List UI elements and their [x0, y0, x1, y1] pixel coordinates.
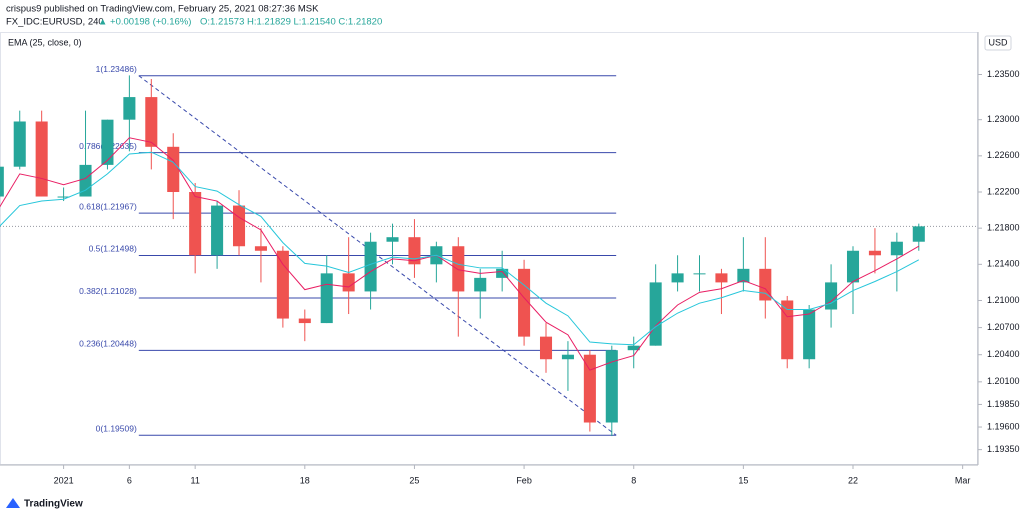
- y-tick-label: 1.19600: [987, 421, 1020, 431]
- x-tick-label: 11: [190, 475, 199, 485]
- y-tick-label: 1.22200: [987, 186, 1020, 196]
- candle-body: [342, 273, 355, 292]
- fib-label: 0.382(1.21028): [79, 286, 137, 296]
- currency: USD: [988, 37, 1008, 47]
- candle-body: [101, 119, 114, 165]
- x-tick-label: 18: [300, 475, 310, 485]
- candle-body: [35, 121, 48, 197]
- fib-label: 0.5(1.21498): [89, 244, 137, 254]
- candle-body: [496, 268, 509, 278]
- candle-body: [518, 268, 531, 337]
- brand-logo: [6, 498, 20, 508]
- candle-body: [254, 246, 267, 251]
- x-tick-label: 25: [409, 475, 419, 485]
- candle-body: [825, 282, 838, 310]
- candle-body: [13, 121, 26, 167]
- candle-body: [452, 246, 465, 292]
- author-line: crispus9 published on TradingView.com, F…: [6, 4, 319, 15]
- candle-body: [276, 250, 289, 319]
- candle-body: [605, 350, 618, 423]
- candle-body: [846, 250, 860, 283]
- x-tick-label: 2021: [54, 475, 74, 485]
- candle-body: [386, 237, 399, 242]
- y-tick-label: 1.21400: [987, 259, 1020, 269]
- candle-body: [123, 97, 136, 120]
- candle-body: [211, 205, 224, 256]
- candle-body: [671, 273, 684, 283]
- trend-line: [138, 75, 617, 436]
- candle-body: [715, 273, 728, 283]
- candle-body: [737, 268, 750, 283]
- candle-body: [408, 237, 421, 265]
- candle-body: [803, 309, 816, 360]
- candle-body: [189, 192, 202, 256]
- candle-body: [364, 241, 377, 292]
- candle-body: [759, 268, 772, 301]
- candle-body: [781, 300, 794, 360]
- ema-line: [0, 151, 920, 346]
- candle-body: [79, 164, 92, 197]
- candle-body: [627, 345, 640, 351]
- candle-body: [57, 196, 70, 198]
- fib-label: 0(1.19509): [96, 424, 137, 434]
- candle-body: [890, 241, 903, 256]
- y-tick-label: 1.20100: [987, 376, 1020, 386]
- candle-body: [912, 226, 925, 242]
- currency-box[interactable]: [984, 35, 1012, 51]
- candle-body: [232, 205, 246, 247]
- ohlc-values: O:1.21573 H:1.21829 L:1.21540 C:1.21820: [200, 17, 382, 28]
- x-tick-label: 6: [127, 475, 132, 485]
- change: ▲ +0.00198 (+0.16%): [98, 17, 191, 28]
- y-tick-label: 1.23500: [987, 69, 1020, 79]
- candle-body: [868, 250, 881, 256]
- x-tick-label: 8: [631, 475, 636, 485]
- brand: TradingView: [24, 499, 83, 510]
- candle-body: [649, 282, 662, 346]
- y-tick-label: 1.20400: [987, 349, 1020, 359]
- ema-line: [0, 137, 920, 371]
- y-tick-label: 1.22600: [987, 150, 1020, 160]
- y-tick-label: 1.21000: [987, 295, 1020, 305]
- symbol: FX_IDC:EURUSD, 240: [6, 17, 104, 28]
- brand-icon: [6, 498, 20, 508]
- candle-body: [583, 354, 596, 423]
- candle-body: [167, 146, 180, 193]
- fib-label: 1(1.23486): [96, 64, 137, 74]
- candle-body: [693, 273, 706, 275]
- candle-body: [298, 318, 311, 324]
- candle-body: [320, 273, 333, 324]
- x-tick-label: 22: [848, 475, 858, 485]
- x-tick-label: 15: [738, 475, 748, 485]
- y-tick-label: 1.19850: [987, 399, 1020, 409]
- y-tick-label: 1.21800: [987, 223, 1020, 233]
- y-tick-label: 1.19350: [987, 444, 1020, 454]
- fib-label: 0.236(1.20448): [79, 339, 137, 349]
- y-tick-label: 1.20700: [987, 322, 1020, 332]
- candle-body: [145, 97, 158, 147]
- fib-label: 0.618(1.21967): [79, 201, 137, 211]
- x-tick-label: Mar: [955, 475, 971, 485]
- y-tick-label: 1.23000: [987, 114, 1020, 124]
- indicator-legend: EMA (25, close, 0): [8, 37, 82, 47]
- candle-body: [539, 336, 553, 360]
- candle-body: [561, 354, 574, 360]
- candle-body: [0, 166, 4, 197]
- x-tick-label: Feb: [516, 475, 532, 485]
- candle-body: [474, 277, 487, 292]
